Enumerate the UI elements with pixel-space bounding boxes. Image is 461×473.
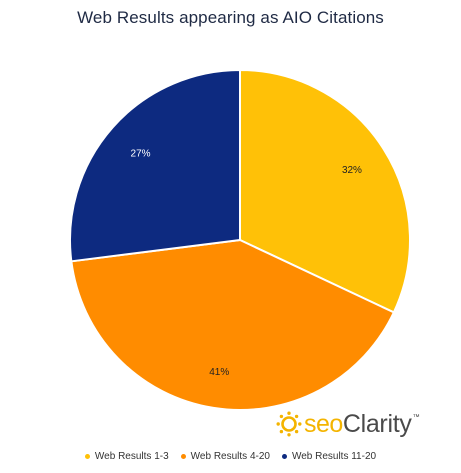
legend-swatch [84, 454, 90, 459]
slice-data-label: 41% [209, 367, 229, 378]
legend-item: Web Results 4-20 [180, 451, 270, 462]
legend-label: Web Results 11-20 [291, 451, 377, 462]
slice-data-label: 27% [131, 148, 151, 159]
legend-item: Web Results 11-20 [281, 451, 377, 462]
pie-slice-2 [70, 238, 396, 411]
pie-slice-3 [69, 68, 241, 263]
legend-label: Web Results 1-3 [94, 451, 169, 462]
chart-title: Web Results appearing as AIO Citations [77, 8, 384, 27]
legend-item: Web Results 1-3 [84, 451, 169, 462]
chart-legend: Web Results 1-3 Web Results 4-20 Web Res… [0, 451, 461, 462]
legend-label: Web Results 4-20 [190, 451, 270, 462]
logo-text-clarity: Clarity [342, 409, 412, 438]
pie-slice-1 [239, 68, 411, 314]
slice-data-label: 32% [342, 165, 362, 176]
legend-swatch [180, 454, 186, 459]
legend-swatch [281, 454, 287, 459]
seoclarity-logo: seo Clarity ™ [276, 408, 420, 440]
sun-icon [276, 411, 302, 437]
logo-trademark: ™ [412, 414, 420, 421]
logo-text-seo: seo [304, 409, 343, 438]
